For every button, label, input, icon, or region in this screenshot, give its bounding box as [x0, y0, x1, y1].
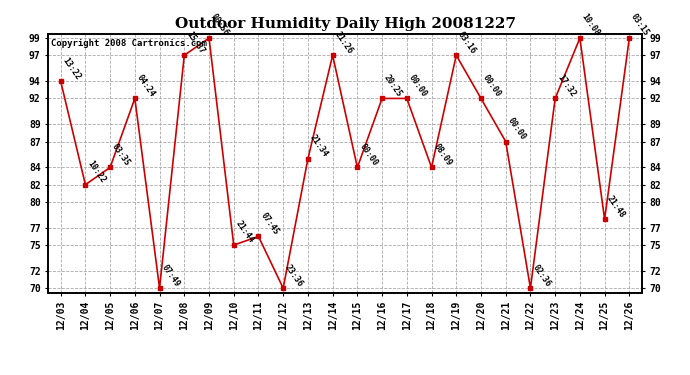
Text: 21:34: 21:34	[308, 133, 330, 159]
Text: 00:00: 00:00	[481, 73, 503, 98]
Text: 07:49: 07:49	[159, 262, 181, 288]
Text: 17:32: 17:32	[555, 73, 577, 98]
Text: 03:15: 03:15	[629, 12, 651, 38]
Text: 20:25: 20:25	[382, 73, 404, 98]
Text: 00:56: 00:56	[209, 12, 230, 38]
Text: 15:37: 15:37	[184, 30, 206, 55]
Text: 08:09: 08:09	[431, 142, 453, 167]
Text: 00:00: 00:00	[357, 142, 379, 167]
Text: 07:45: 07:45	[259, 211, 280, 236]
Text: 03:35: 03:35	[110, 142, 132, 167]
Text: Copyright 2008 Cartronics.com: Copyright 2008 Cartronics.com	[51, 39, 207, 48]
Text: 00:00: 00:00	[506, 116, 527, 141]
Text: 10:08: 10:08	[580, 12, 602, 38]
Text: 10:22: 10:22	[86, 159, 107, 184]
Text: 02:36: 02:36	[531, 262, 552, 288]
Title: Outdoor Humidity Daily High 20081227: Outdoor Humidity Daily High 20081227	[175, 17, 515, 31]
Text: 21:48: 21:48	[604, 194, 627, 219]
Text: 00:00: 00:00	[407, 73, 428, 98]
Text: 21:44: 21:44	[234, 219, 255, 245]
Text: 23:36: 23:36	[283, 262, 305, 288]
Text: 13:22: 13:22	[61, 56, 82, 81]
Text: 03:16: 03:16	[456, 30, 478, 55]
Text: 04:24: 04:24	[135, 73, 157, 98]
Text: 21:26: 21:26	[333, 30, 355, 55]
